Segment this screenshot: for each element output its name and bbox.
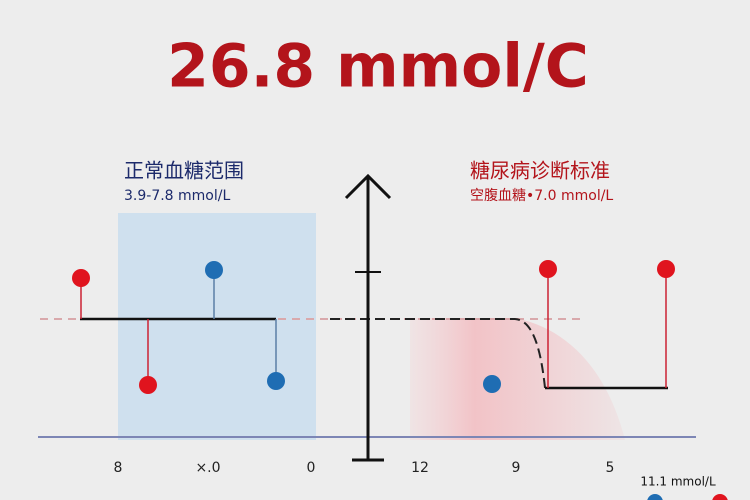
axis-label: 9 xyxy=(512,460,521,476)
axis-label: 0 xyxy=(307,460,316,476)
diagnosis-heading: 糖尿病诊断标准 xyxy=(470,159,610,183)
red-dot xyxy=(657,260,675,278)
axis-label: 5 xyxy=(606,460,615,476)
blue-dot xyxy=(267,372,285,390)
red-dot xyxy=(139,376,157,394)
axis-label: 8 xyxy=(114,460,123,476)
red-dot xyxy=(539,260,557,278)
axis-labels: 8 ×.0 0 12 9 5 xyxy=(114,460,615,476)
normal-range-zone xyxy=(118,213,316,440)
red-dot xyxy=(72,269,90,287)
red-dot xyxy=(712,494,728,500)
normal-range: 3.9-7.8 mmol/L xyxy=(124,188,230,204)
normal-heading: 正常血糖范围 xyxy=(124,159,244,183)
transition-line xyxy=(330,318,546,389)
blue-dot xyxy=(483,375,501,393)
axis-label: ×.0 xyxy=(195,460,220,476)
diagnosis-criterion: 空腹血糖•7.0 mmol/L xyxy=(470,187,613,204)
axis-label: 12 xyxy=(411,460,429,476)
blue-dot xyxy=(647,494,663,500)
arrow-head xyxy=(344,173,392,200)
threshold-label: 11.1 mmol/L xyxy=(640,475,716,489)
blue-dot xyxy=(205,261,223,279)
diabetes-zone xyxy=(410,318,625,440)
title: 26.8 mmol/C xyxy=(167,32,589,102)
